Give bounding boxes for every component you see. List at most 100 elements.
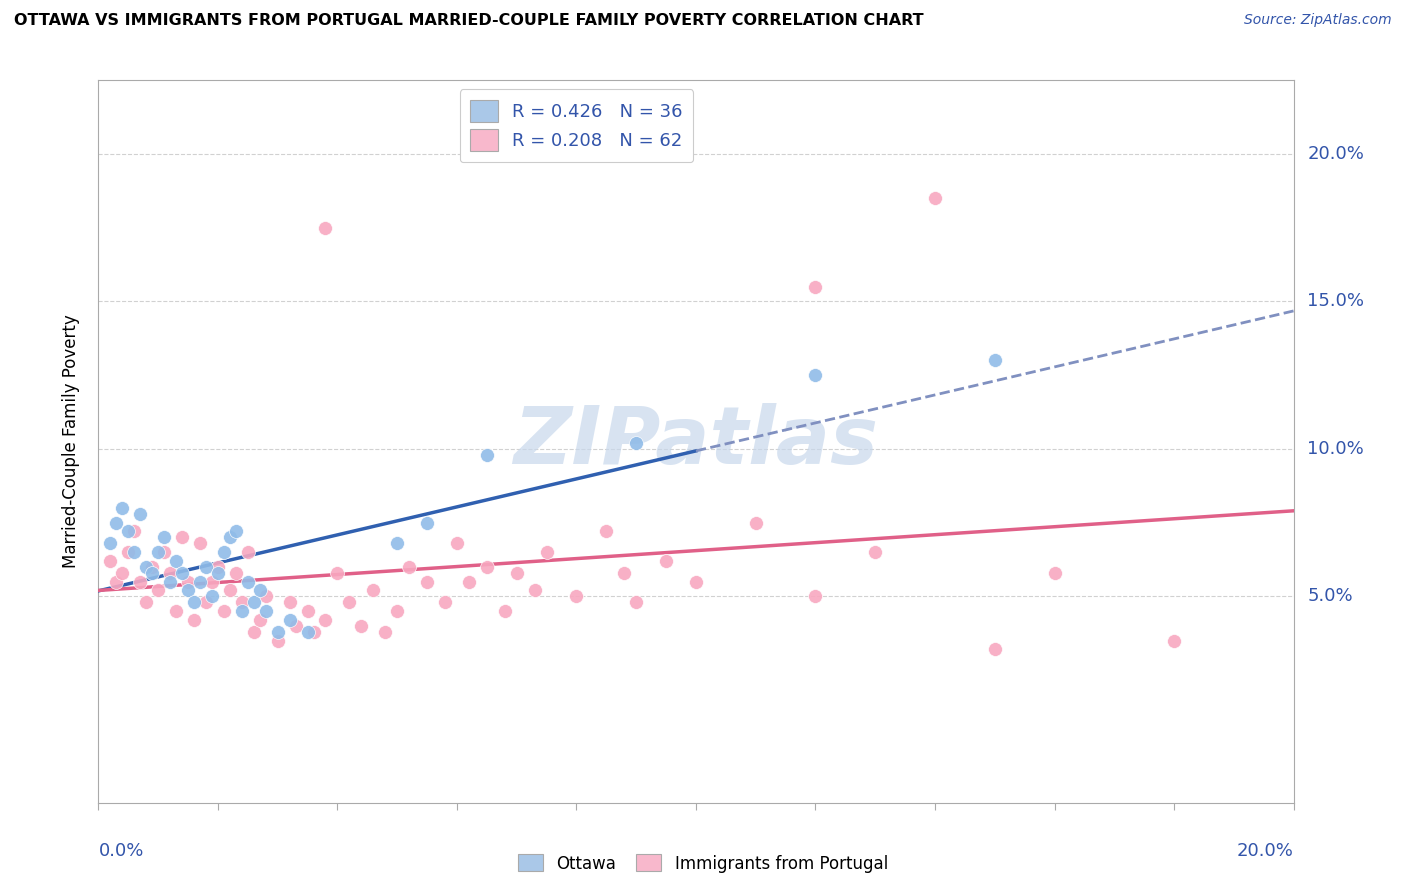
Point: [626, 436, 648, 450]
Point: [124, 545, 146, 559]
Point: [236, 545, 259, 559]
Point: [172, 530, 194, 544]
Point: [219, 583, 242, 598]
Point: [177, 574, 200, 589]
Text: Source: ZipAtlas.com: Source: ZipAtlas.com: [1244, 13, 1392, 28]
Point: [183, 613, 205, 627]
Point: [297, 624, 319, 639]
Point: [458, 574, 481, 589]
Point: [212, 604, 235, 618]
Point: [195, 595, 218, 609]
Point: [655, 554, 678, 568]
Point: [111, 566, 134, 580]
Point: [98, 536, 122, 550]
Point: [177, 583, 200, 598]
Point: [267, 624, 290, 639]
Point: [159, 566, 181, 580]
Point: [374, 624, 396, 639]
Point: [219, 530, 242, 544]
Point: [745, 516, 768, 530]
Point: [195, 560, 218, 574]
Point: [804, 279, 827, 293]
Point: [243, 624, 266, 639]
Point: [231, 604, 253, 618]
Point: [924, 191, 946, 205]
Point: [804, 368, 827, 383]
Point: [475, 560, 498, 574]
Point: [385, 536, 409, 550]
Point: [494, 604, 516, 618]
Point: [201, 574, 224, 589]
Text: 15.0%: 15.0%: [1308, 293, 1364, 310]
Point: [804, 590, 827, 604]
Legend: R = 0.426   N = 36, R = 0.208   N = 62: R = 0.426 N = 36, R = 0.208 N = 62: [460, 89, 693, 162]
Point: [339, 595, 361, 609]
Point: [536, 545, 558, 559]
Point: [350, 619, 373, 633]
Point: [105, 516, 128, 530]
Point: [267, 633, 290, 648]
Point: [626, 595, 648, 609]
Point: [117, 545, 139, 559]
Point: [207, 560, 229, 574]
Point: [1043, 566, 1066, 580]
Point: [207, 566, 229, 580]
Point: [105, 574, 128, 589]
Text: 5.0%: 5.0%: [1308, 587, 1353, 606]
Point: [249, 613, 271, 627]
Point: [135, 560, 157, 574]
Point: [165, 554, 187, 568]
Point: [141, 560, 163, 574]
Text: 0.0%: 0.0%: [98, 842, 143, 860]
Point: [148, 545, 170, 559]
Point: [434, 595, 457, 609]
Point: [385, 604, 409, 618]
Point: [141, 566, 163, 580]
Point: [159, 574, 181, 589]
Point: [416, 574, 439, 589]
Point: [165, 604, 187, 618]
Point: [236, 574, 259, 589]
Point: [201, 590, 224, 604]
Point: [243, 595, 266, 609]
Point: [302, 624, 325, 639]
Text: ZIPatlas: ZIPatlas: [513, 402, 879, 481]
Y-axis label: Married-Couple Family Poverty: Married-Couple Family Poverty: [62, 315, 80, 568]
Point: [363, 583, 385, 598]
Point: [249, 583, 271, 598]
Point: [315, 613, 337, 627]
Point: [984, 353, 1007, 368]
Point: [111, 500, 134, 515]
Point: [595, 524, 617, 539]
Point: [446, 536, 468, 550]
Point: [183, 595, 205, 609]
Point: [984, 642, 1007, 657]
Point: [685, 574, 707, 589]
Point: [117, 524, 139, 539]
Point: [398, 560, 420, 574]
Point: [124, 524, 146, 539]
Point: [865, 545, 887, 559]
Point: [1163, 633, 1185, 648]
Point: [613, 566, 636, 580]
Legend: Ottawa, Immigrants from Portugal: Ottawa, Immigrants from Portugal: [512, 847, 894, 880]
Point: [129, 507, 152, 521]
Point: [506, 566, 529, 580]
Point: [297, 604, 319, 618]
Point: [475, 448, 498, 462]
Point: [231, 595, 253, 609]
Point: [225, 566, 247, 580]
Point: [172, 566, 194, 580]
Text: 20.0%: 20.0%: [1308, 145, 1364, 163]
Text: OTTAWA VS IMMIGRANTS FROM PORTUGAL MARRIED-COUPLE FAMILY POVERTY CORRELATION CHA: OTTAWA VS IMMIGRANTS FROM PORTUGAL MARRI…: [14, 13, 924, 29]
Point: [523, 583, 546, 598]
Point: [129, 574, 152, 589]
Point: [284, 619, 307, 633]
Point: [326, 566, 349, 580]
Point: [225, 524, 247, 539]
Point: [148, 583, 170, 598]
Point: [153, 530, 176, 544]
Text: 20.0%: 20.0%: [1237, 842, 1294, 860]
Text: 10.0%: 10.0%: [1308, 440, 1364, 458]
Point: [565, 590, 588, 604]
